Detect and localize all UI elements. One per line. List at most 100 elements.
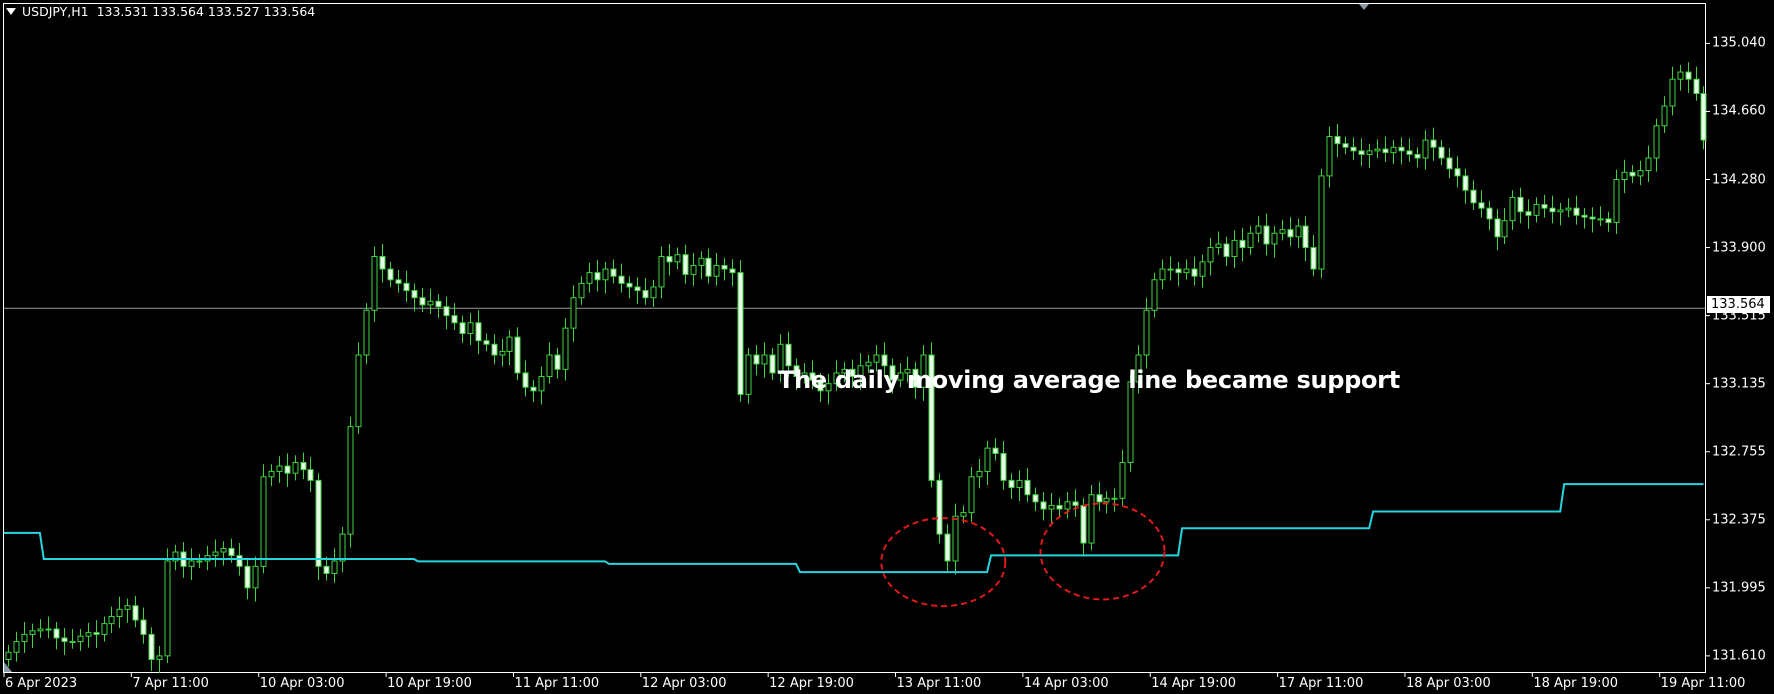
bear-candle-body xyxy=(236,555,243,567)
candle xyxy=(1406,138,1413,162)
candle xyxy=(1295,218,1302,249)
candle xyxy=(1175,261,1182,287)
bull-candle-body xyxy=(69,641,76,644)
bear-candle-body xyxy=(514,336,521,374)
bull-candle-body xyxy=(1422,139,1429,159)
bear-candle-body xyxy=(1438,146,1445,159)
candle xyxy=(1040,492,1047,521)
candle xyxy=(881,342,888,378)
bull-candle-body xyxy=(268,470,275,478)
bear-candle-body xyxy=(1446,157,1453,170)
candle xyxy=(1382,136,1389,162)
candle xyxy=(658,246,665,299)
candle xyxy=(196,553,203,569)
bull-candle-body xyxy=(220,547,227,553)
candle xyxy=(562,318,569,381)
bear-candle-body xyxy=(1629,171,1636,177)
bear-candle-body xyxy=(451,315,458,324)
bull-candle-body xyxy=(1183,268,1190,274)
bull-candle-body xyxy=(1597,218,1604,221)
candle xyxy=(833,360,840,391)
time-tick-label: 14 Apr 03:00 xyxy=(1023,676,1109,691)
candle xyxy=(1414,147,1421,168)
bear-candle-body xyxy=(1239,239,1246,249)
bull-candle-body xyxy=(156,655,163,660)
candle xyxy=(101,616,108,642)
candle xyxy=(1629,165,1636,184)
candle xyxy=(705,248,712,284)
candle xyxy=(785,331,792,378)
candle xyxy=(1677,64,1684,91)
candle xyxy=(1589,207,1596,233)
bull-candle-body xyxy=(1159,268,1166,281)
candle xyxy=(339,526,346,573)
bear-candle-body xyxy=(626,282,633,288)
candle xyxy=(300,452,307,479)
symbol-label: USDJPY,H1 xyxy=(22,4,89,19)
candle xyxy=(1207,237,1214,276)
candle xyxy=(1645,145,1652,183)
candle xyxy=(347,416,354,548)
bull-candle-body xyxy=(538,376,545,392)
bull-candle-body xyxy=(952,515,959,562)
bull-candle-body xyxy=(101,623,108,635)
bear-candle-body xyxy=(1024,479,1031,496)
candle xyxy=(459,315,466,343)
candle xyxy=(538,366,545,405)
candle xyxy=(984,440,991,486)
bear-candle-body xyxy=(1310,247,1317,270)
bull-candle-body xyxy=(1374,148,1381,152)
candle xyxy=(419,287,426,313)
bear-candle-body xyxy=(1072,501,1079,506)
bull-candle-body xyxy=(1135,354,1142,383)
bull-candle-body xyxy=(1533,204,1540,216)
bear-candle-body xyxy=(721,264,728,270)
candle xyxy=(1637,160,1644,186)
candle xyxy=(690,252,697,286)
candle xyxy=(1151,272,1158,318)
bull-candle-body xyxy=(1048,504,1055,510)
candle xyxy=(594,260,601,292)
chart-shift-marker-icon[interactable] xyxy=(1359,4,1369,10)
candle xyxy=(93,620,100,649)
candle xyxy=(1390,140,1397,165)
bear-candle-body xyxy=(682,254,689,275)
bull-candle-body xyxy=(499,350,506,356)
bear-candle-body xyxy=(912,368,919,388)
bear-candle-body xyxy=(140,619,147,635)
bull-candle-body xyxy=(674,254,681,263)
bear-candle-body xyxy=(1302,225,1309,249)
candle xyxy=(164,548,171,664)
bear-candle-body xyxy=(881,354,888,367)
bear-candle-body xyxy=(443,306,450,317)
dropdown-triangle-icon[interactable] xyxy=(6,8,16,15)
bull-candle-body xyxy=(1613,179,1620,223)
candle xyxy=(1008,473,1015,500)
bear-candle-body xyxy=(1350,146,1357,152)
current-price-label: 133.564 xyxy=(1707,296,1770,313)
bear-candle-body xyxy=(936,479,943,535)
candle xyxy=(1271,226,1278,258)
candle xyxy=(920,345,927,401)
time-tick-label: 6 Apr 2023 xyxy=(5,676,78,691)
candle xyxy=(1438,140,1445,166)
candle xyxy=(1088,484,1095,551)
candle xyxy=(904,356,911,383)
candle xyxy=(1096,482,1103,512)
candle xyxy=(1064,492,1071,519)
candle xyxy=(13,631,20,662)
candle xyxy=(1318,168,1325,279)
candle xyxy=(260,464,267,574)
bull-candle-body xyxy=(1088,494,1095,544)
candle xyxy=(252,556,259,602)
bull-candle-body xyxy=(801,372,808,378)
price-tick-label: 134.660 xyxy=(1712,103,1766,119)
price-tick-label: 135.040 xyxy=(1712,35,1766,51)
candle xyxy=(857,353,864,391)
candle xyxy=(1581,208,1588,229)
candle xyxy=(952,503,959,575)
candle xyxy=(1549,195,1556,224)
candle xyxy=(1191,256,1198,286)
candle xyxy=(331,548,338,583)
